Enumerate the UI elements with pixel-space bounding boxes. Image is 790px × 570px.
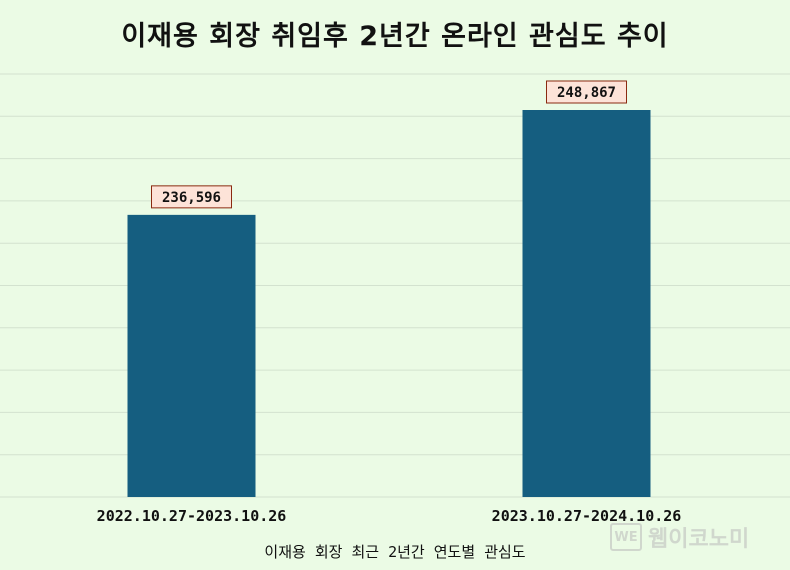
watermark-text: 웹이코노미 bbox=[648, 527, 750, 552]
data-label: 248,867 bbox=[557, 85, 616, 101]
data-label: 236,596 bbox=[162, 190, 221, 206]
bars bbox=[127, 110, 651, 497]
x-tick-label: 2023.10.27-2024.10.26 bbox=[492, 507, 682, 525]
x-tick-labels: 2022.10.27-2023.10.26 2023.10.27-2024.10.… bbox=[97, 507, 682, 525]
bar bbox=[127, 214, 256, 497]
grid-lines bbox=[0, 73, 790, 498]
data-labels: 236,596 248,867 bbox=[151, 80, 627, 209]
x-axis-label: 이재용 회장 최근 2년간 연도별 관심도 bbox=[264, 543, 526, 561]
watermark-logo: WE bbox=[610, 523, 642, 551]
bar bbox=[522, 110, 651, 497]
watermark: WE 웹이코노미 bbox=[610, 521, 749, 553]
x-tick-label: 2022.10.27-2023.10.26 bbox=[97, 507, 287, 525]
data-label-box bbox=[546, 80, 627, 104]
chart-title: 이재용 회장 취임후 2년간 온라인 관심도 추이 bbox=[121, 21, 669, 52]
data-label-box bbox=[151, 185, 232, 209]
